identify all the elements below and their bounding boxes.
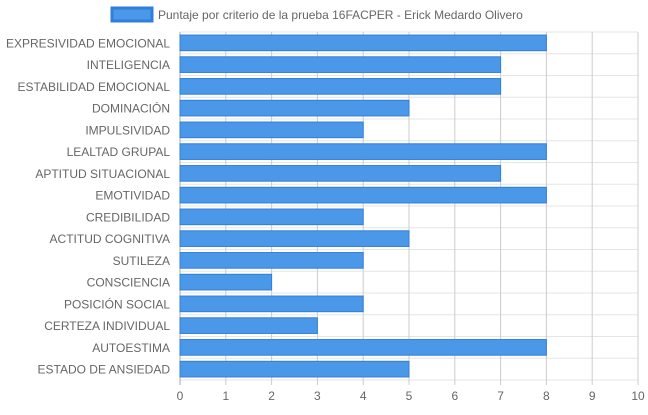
- bars: [179, 34, 547, 378]
- y-tick-label: SUTILEZA: [113, 254, 170, 268]
- bar[interactable]: [179, 208, 364, 226]
- y-axis-labels: EXPRESIVIDAD EMOCIONAL INTELIGENCIA ESTABI…: [6, 36, 170, 376]
- y-tick-label: AUTOESTIMA: [92, 341, 170, 355]
- x-axis-labels: 0 1 2 3 4 5 6 7 8 9 10: [177, 389, 645, 403]
- bar[interactable]: [179, 99, 410, 117]
- bar[interactable]: [179, 186, 547, 204]
- y-tick-label: ACTITUD COGNITIVA: [50, 232, 170, 246]
- x-tick-label: 9: [589, 389, 596, 403]
- bar[interactable]: [179, 295, 364, 313]
- y-tick-label: EXPRESIVIDAD EMOCIONAL: [6, 36, 170, 50]
- y-tick-label: APTITUD SITUACIONAL: [35, 167, 170, 181]
- bar[interactable]: [179, 143, 547, 160]
- x-tick-label: 6: [451, 389, 458, 403]
- legend-label[interactable]: Puntaje por criterio de la prueba 16FACP…: [158, 8, 523, 22]
- bar[interactable]: [179, 230, 410, 247]
- bar[interactable]: [179, 34, 547, 52]
- bar[interactable]: [179, 56, 502, 73]
- bar[interactable]: [179, 165, 502, 182]
- x-tick-label: 8: [543, 389, 550, 403]
- bar[interactable]: [179, 252, 364, 269]
- y-tick-label: IMPULSIVIDAD: [85, 123, 170, 137]
- x-tick-label: 5: [406, 389, 413, 403]
- bar[interactable]: [179, 360, 410, 378]
- legend-swatch[interactable]: [110, 6, 154, 23]
- y-tick-label: CONSCIENCIA: [87, 276, 170, 290]
- x-tick-label: 1: [222, 389, 229, 403]
- bar[interactable]: [179, 121, 364, 139]
- bar[interactable]: [179, 317, 318, 334]
- y-tick-label: POSICIÓN SOCIAL: [64, 296, 170, 311]
- bar[interactable]: [179, 273, 273, 291]
- x-tick-label: 10: [631, 389, 645, 403]
- bar[interactable]: [179, 339, 547, 356]
- bar[interactable]: [179, 78, 502, 95]
- y-tick-label: CERTEZA INDIVIDUAL: [44, 319, 170, 333]
- y-tick-label: CREDIBILIDAD: [86, 210, 170, 224]
- y-tick-label: LEALTAD GRUPAL: [67, 145, 171, 159]
- y-tick-label: ESTADO DE ANSIEDAD: [38, 363, 171, 377]
- y-tick-label: EMOTIVIDAD: [95, 189, 170, 203]
- x-tick-label: 2: [268, 389, 275, 403]
- y-tick-label: DOMINACIÓN: [92, 101, 170, 116]
- grid: [179, 31, 639, 385]
- x-tick-label: 4: [360, 389, 367, 403]
- y-tick-label: INTELIGENCIA: [87, 58, 170, 72]
- x-tick-label: 7: [497, 389, 504, 403]
- x-tick-label: 0: [177, 389, 184, 403]
- y-tick-label: ESTABILIDAD EMOCIONAL: [18, 80, 171, 94]
- legend[interactable]: Puntaje por criterio de la prueba 16FACP…: [110, 6, 523, 23]
- x-tick-label: 3: [314, 389, 321, 403]
